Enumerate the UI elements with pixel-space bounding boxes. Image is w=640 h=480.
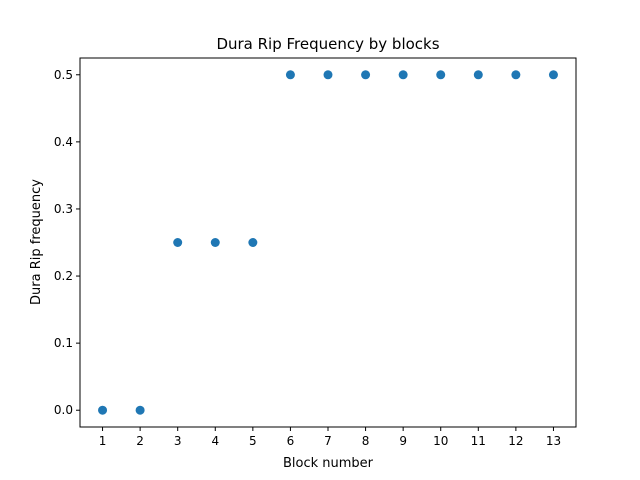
- plot-area: 1 2 3 4 5 6 7 8 9 10 11 12 13 0.00.10.20.30.40.5: [54, 57, 577, 448]
- data-point: [511, 70, 521, 80]
- x-tick-label: 1: [99, 434, 107, 448]
- x-tick-label: 8: [362, 434, 370, 448]
- data-points: [98, 70, 558, 415]
- x-tick-label: 11: [471, 434, 486, 448]
- x-tick-label: 5: [249, 434, 257, 448]
- x-tick-label: 10: [433, 434, 448, 448]
- y-tick-label: 0.0: [54, 403, 73, 417]
- y-tick-label: 0.3: [54, 202, 73, 216]
- y-tick-label: 0.4: [54, 135, 73, 149]
- x-axis-ticks: 1 2 3 4 5 6 7 8 9 10 11 12 13: [99, 427, 561, 448]
- data-point: [173, 238, 183, 247]
- data-point: [473, 70, 483, 80]
- data-point: [548, 70, 558, 80]
- data-point: [248, 238, 258, 247]
- x-tick-label: 2: [136, 434, 144, 448]
- data-point: [323, 70, 333, 80]
- x-tick-label: 13: [546, 434, 561, 448]
- x-tick-label: 3: [174, 434, 182, 448]
- y-axis-ticks: 0.0 0.1 0.2 0.3 0.4 0.5: [54, 68, 80, 417]
- x-tick-label: 7: [324, 434, 332, 448]
- y-tick-label: 0.1: [54, 336, 73, 350]
- y-tick-label: 0.2: [54, 269, 73, 283]
- data-point: [436, 70, 446, 80]
- x-tick-label: 4: [211, 434, 219, 448]
- data-point: [135, 405, 145, 415]
- x-tick-label: 9: [399, 434, 407, 448]
- x-tick-label: 6: [287, 434, 295, 448]
- x-axis-label: Block number: [283, 456, 374, 471]
- data-point: [98, 405, 108, 415]
- y-tick-label: 0.5: [54, 68, 73, 82]
- chart-title: Dura Rip Frequency by blocks: [216, 35, 439, 53]
- y-axis-label: Dura Rip frequency: [29, 179, 44, 305]
- data-point: [398, 70, 408, 80]
- data-point: [361, 70, 371, 80]
- data-point: [210, 238, 220, 247]
- x-tick-label: 12: [508, 434, 523, 448]
- data-point: [285, 70, 295, 80]
